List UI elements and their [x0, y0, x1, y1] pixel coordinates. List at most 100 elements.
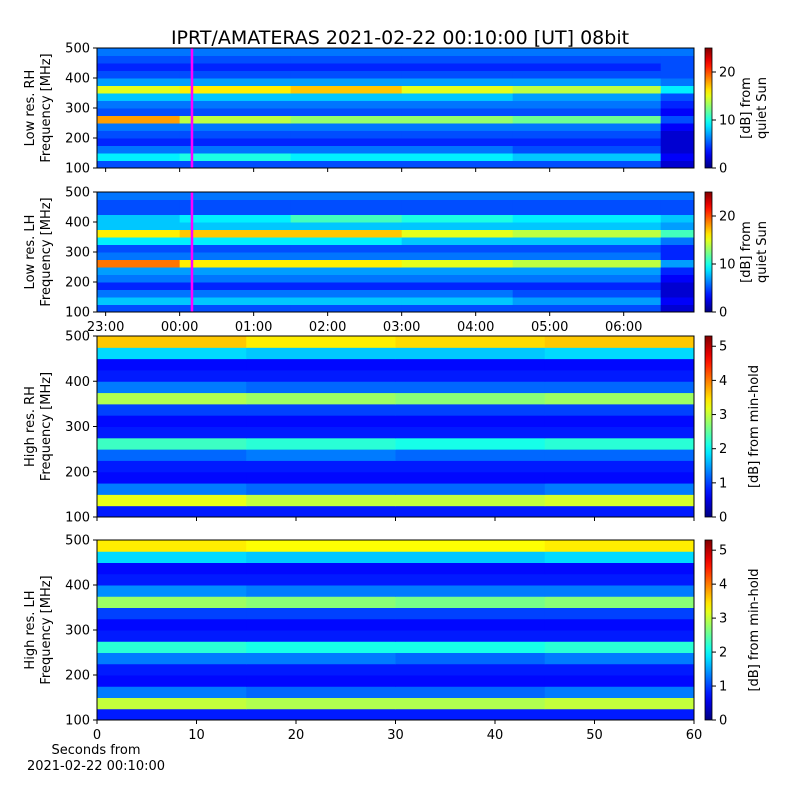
y-tick-label: 200 — [65, 276, 90, 291]
heatmap-cell — [512, 244, 662, 253]
heatmap-cell — [512, 252, 662, 260]
heatmap-cell — [246, 426, 396, 439]
heatmap-cell — [246, 562, 396, 575]
heatmap-cell — [401, 297, 514, 305]
colorbar-tick-label: 20 — [719, 210, 736, 225]
heatmap-cell — [97, 229, 181, 238]
heatmap-cell — [512, 282, 662, 290]
heatmap-cell — [660, 93, 695, 101]
y-tick-label: 500 — [65, 330, 90, 345]
heatmap-cell — [97, 289, 181, 298]
colorbar-tick-label: 0 — [719, 511, 727, 526]
heatmap-cell — [179, 274, 292, 283]
heatmap-cell — [97, 160, 181, 169]
heatmap-cell — [290, 85, 403, 94]
heatmap-cell — [97, 403, 247, 416]
y-tick-label: 300 — [65, 246, 90, 261]
heatmap-cell — [179, 304, 292, 313]
heatmap-cell — [401, 252, 514, 260]
heatmap-cell — [246, 437, 396, 450]
colorbar-tick-label: 2 — [719, 646, 727, 661]
heatmap-cell — [97, 78, 181, 86]
heatmap-cell — [401, 63, 514, 71]
heatmap-cell — [97, 282, 181, 290]
heatmap-cell — [290, 63, 403, 71]
heatmap-cell — [512, 289, 662, 298]
heatmap-cell — [179, 93, 292, 101]
heatmap-cell — [97, 540, 247, 552]
heatmap-cell — [401, 160, 514, 169]
heatmap-cell — [290, 78, 403, 86]
colorbar-tick-label: 4 — [719, 374, 727, 389]
figure-title: IPRT/AMATERAS 2021-02-22 00:10:00 [UT] 0… — [171, 27, 629, 49]
heatmap-cell — [97, 55, 181, 64]
heatmap-cell — [660, 63, 695, 71]
y-axis-label: Low res. LHFrequency [MHz] — [23, 197, 54, 306]
heatmap-cell — [401, 199, 514, 208]
heatmap-cell — [660, 70, 695, 79]
heatmap-cell — [395, 381, 546, 394]
heatmap-cell — [395, 675, 546, 687]
heatmap-cell — [97, 358, 247, 371]
heatmap-cell — [97, 551, 247, 563]
heatmap-cell — [395, 562, 546, 575]
x-tick-label: 06:00 — [605, 320, 642, 335]
heatmap-cell — [97, 596, 247, 608]
y-tick-label: 200 — [65, 669, 90, 684]
heatmap-cell — [660, 304, 695, 313]
heatmap-cell — [290, 115, 403, 124]
y-tick-label: 400 — [65, 579, 90, 594]
heatmap-cell — [97, 100, 181, 109]
heatmap-cell — [179, 259, 292, 268]
heatmap-cell — [179, 123, 292, 131]
heatmap-cell — [660, 267, 695, 275]
heatmap-cell — [395, 641, 546, 653]
y-tick-label: 500 — [65, 186, 90, 201]
heatmap-cell — [512, 207, 662, 215]
heatmap-cell — [395, 585, 546, 597]
x-tick-label: 00:00 — [161, 320, 198, 335]
heatmap-cell — [246, 663, 396, 676]
heatmap-cell — [512, 100, 662, 109]
heatmap-cell — [290, 48, 403, 56]
heatmap-cell — [401, 138, 514, 146]
heatmap-cell — [401, 267, 514, 275]
heatmap-cell — [395, 415, 546, 427]
heatmap-cell — [97, 192, 181, 200]
heatmap-cell — [97, 708, 247, 721]
heatmap-cell — [97, 93, 181, 101]
x-tick-label: 30 — [387, 728, 404, 743]
heatmap-cell — [179, 145, 292, 154]
heatmap-cell — [660, 237, 695, 245]
heatmap-cell — [544, 551, 695, 563]
heatmap-cell — [544, 697, 695, 710]
heatmap-cell — [97, 214, 181, 223]
heatmap-cell — [290, 123, 403, 131]
heatmap-cell — [401, 100, 514, 109]
heatmap-cell — [401, 259, 514, 268]
heatmap-cell — [660, 145, 695, 154]
heatmap-cell — [246, 686, 396, 698]
heatmap-cell — [246, 460, 396, 473]
colorbar-tick-label: 2 — [719, 442, 727, 457]
heatmap-cell — [290, 222, 403, 230]
heatmap-cell — [512, 267, 662, 275]
colorbar-tick-label: 5 — [719, 340, 727, 355]
heatmap-cell — [97, 274, 181, 283]
heatmap-cell — [97, 630, 247, 642]
x-tick-label: 40 — [487, 728, 504, 743]
heatmap-cell — [97, 138, 181, 146]
heatmap-cell — [512, 199, 662, 208]
heatmap-cell — [401, 289, 514, 298]
heatmap-cell — [401, 130, 514, 139]
heatmap-cell — [395, 426, 546, 439]
heatmap-cell — [660, 229, 695, 238]
heatmap-cell — [544, 618, 695, 631]
colorbar-label: [dB] fromquiet Sun — [739, 77, 770, 139]
heatmap-cell — [395, 403, 546, 416]
heatmap-cell — [660, 222, 695, 230]
heatmap-cell — [179, 115, 292, 124]
heatmap-cell — [395, 483, 546, 495]
heatmap-cell — [246, 336, 396, 348]
heatmap-cell — [544, 686, 695, 698]
